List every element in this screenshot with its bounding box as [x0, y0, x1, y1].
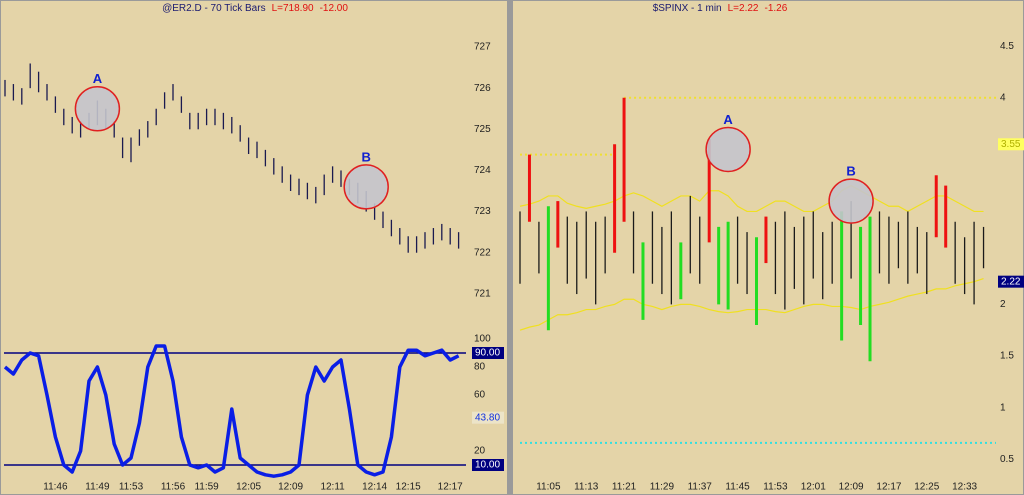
value-box	[472, 411, 504, 424]
value-box-label: 3.55	[1001, 139, 1021, 150]
last-price: L=2.22	[728, 3, 759, 14]
annotation-label: A	[93, 71, 103, 86]
x-tick-label: 11:45	[725, 482, 750, 493]
x-tick-label: 12:25	[914, 482, 939, 493]
x-tick-label: 12:33	[952, 482, 977, 493]
annotation-circle	[828, 178, 874, 224]
value-box-label: 43.80	[475, 412, 500, 423]
value-box	[998, 138, 1024, 151]
y-tick-label: 724	[474, 165, 491, 176]
y-tick-label: 725	[474, 124, 491, 135]
chart-title: @ER2.D - 70 Tick Bars L=718.90 -12.00	[162, 3, 348, 14]
y-tick-label: 727	[474, 42, 491, 53]
y-tick-label: 80	[474, 362, 486, 373]
price-change: -12.00	[320, 3, 349, 14]
x-tick-label: 12:14	[362, 482, 387, 493]
x-tick-label: 11:53	[763, 482, 788, 493]
annotation-circle	[343, 164, 389, 210]
left-panel	[1, 1, 507, 494]
annotation-label: B	[362, 149, 371, 164]
annotation-circle	[705, 126, 751, 173]
title-text: $SPINX - 1 min	[653, 3, 722, 14]
y-tick-label: 722	[474, 247, 491, 258]
y-tick-label: 1.5	[1000, 351, 1014, 362]
price-change: -1.26	[765, 3, 788, 14]
annotation-circle	[74, 85, 121, 132]
y-tick-label: 4	[1000, 92, 1006, 103]
y-tick-label: 20	[474, 446, 486, 457]
band	[519, 278, 984, 331]
y-tick-label: 726	[474, 83, 491, 94]
x-tick-label: 12:17	[876, 482, 901, 493]
level-label: 90.00	[475, 348, 500, 359]
annotation-label: A	[723, 112, 733, 127]
x-tick-label: 11:13	[574, 482, 599, 493]
x-tick-label: 12:15	[396, 482, 421, 493]
x-tick-label: 12:05	[236, 482, 261, 493]
x-tick-label: 12:01	[801, 482, 826, 493]
right-panel	[513, 1, 1023, 494]
x-tick-label: 12:11	[320, 482, 345, 493]
oscillator-line	[3, 344, 460, 478]
y-tick-label: 0.5	[1000, 454, 1014, 465]
y-tick-label: 60	[474, 390, 486, 401]
x-tick-label: 11:29	[650, 482, 675, 493]
x-tick-label: 11:37	[688, 482, 713, 493]
level-box	[472, 347, 504, 359]
y-tick-label: 1	[1000, 402, 1006, 413]
annotation-label: B	[846, 164, 855, 179]
y-tick-label: 723	[474, 206, 491, 217]
x-tick-label: 11:49	[85, 482, 110, 493]
x-tick-label: 12:09	[278, 482, 303, 493]
chart-title: $SPINX - 1 min L=2.22 -1.26	[653, 3, 788, 14]
value-box	[998, 275, 1024, 288]
band	[519, 184, 984, 213]
title-text: @ER2.D - 70 Tick Bars	[162, 3, 266, 14]
y-tick-label: 721	[474, 289, 491, 300]
x-tick-label: 11:53	[119, 482, 144, 493]
y-tick-label: 2	[1000, 299, 1006, 310]
level-box	[472, 459, 504, 471]
x-tick-label: 11:59	[194, 482, 219, 493]
x-tick-label: 12:17	[438, 482, 463, 493]
y-tick-label: 4.5	[1000, 41, 1014, 52]
y-tick-label: 100	[474, 334, 491, 345]
level-label: 10.00	[475, 460, 500, 471]
last-price: L=718.90	[272, 3, 314, 14]
value-box-label: 2.22	[1001, 276, 1021, 287]
x-tick-label: 12:09	[839, 482, 864, 493]
x-tick-label: 11:56	[161, 482, 186, 493]
x-tick-label: 11:21	[612, 482, 637, 493]
x-tick-label: 11:05	[536, 482, 561, 493]
x-tick-label: 11:46	[43, 482, 68, 493]
